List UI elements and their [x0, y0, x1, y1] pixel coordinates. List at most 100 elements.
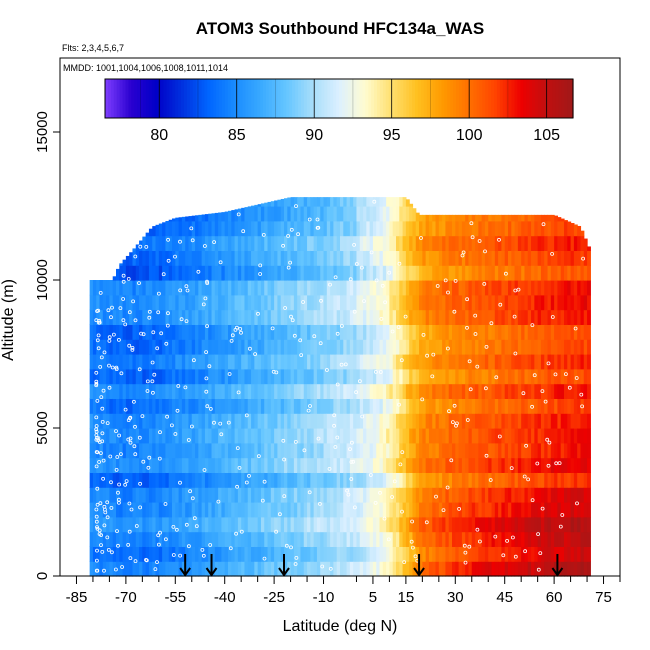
field-cell	[468, 442, 473, 459]
field-cell	[363, 502, 367, 518]
field-cell	[330, 294, 335, 311]
field-cell	[336, 383, 341, 399]
field-cell	[570, 294, 575, 311]
field-cell	[389, 561, 394, 577]
field-cell	[274, 472, 279, 488]
field-cell	[583, 294, 588, 311]
field-cell	[465, 324, 470, 340]
colorbar-segment	[359, 79, 363, 118]
field-cell	[363, 339, 367, 355]
field-cell	[445, 214, 450, 222]
field-cell	[106, 561, 111, 577]
field-cell	[218, 413, 223, 429]
field-cell	[89, 413, 94, 429]
field-cell	[303, 368, 308, 385]
field-cell	[129, 324, 134, 340]
field-cell	[287, 442, 292, 459]
field-cell	[488, 531, 493, 547]
field-cell	[247, 442, 252, 459]
field-cell	[129, 531, 134, 547]
field-cell	[550, 457, 555, 473]
field-cell	[195, 294, 199, 311]
field-cell	[475, 265, 479, 281]
field-cell	[195, 472, 199, 488]
field-cell	[478, 487, 483, 503]
field-cell	[389, 428, 394, 444]
sample-point	[296, 232, 301, 237]
field-cell	[570, 472, 575, 488]
colorbar-segment	[113, 79, 118, 118]
y-tick-label: 10000	[34, 259, 51, 301]
field-cell	[247, 561, 252, 577]
field-cell	[452, 309, 456, 325]
field-cell	[570, 368, 575, 385]
field-cell	[517, 294, 522, 311]
colorbar-segment	[511, 79, 516, 118]
field-cell	[251, 561, 255, 577]
field-cell	[162, 457, 167, 473]
field-cell	[316, 280, 321, 296]
colorbar-segment	[222, 79, 226, 118]
field-cell	[96, 442, 101, 459]
field-cell	[92, 294, 97, 311]
field-cell	[521, 457, 526, 473]
field-cell	[195, 413, 199, 429]
field-cell	[402, 546, 407, 562]
field-cell	[224, 309, 229, 325]
field-cell	[320, 487, 325, 503]
field-cell	[508, 472, 512, 488]
field-cell	[359, 398, 364, 414]
sample-point	[100, 419, 105, 424]
field-cell	[415, 413, 420, 429]
field-cell	[494, 531, 499, 547]
sample-point	[290, 318, 295, 323]
field-cell	[270, 442, 275, 459]
sample-point	[234, 531, 239, 536]
field-cell	[254, 206, 259, 222]
field-cell	[316, 309, 321, 325]
field-cell	[336, 546, 341, 562]
sample-point	[522, 474, 527, 479]
field-cell	[346, 531, 351, 547]
field-cell	[181, 309, 186, 325]
field-cell	[570, 457, 575, 473]
field-cell	[405, 516, 410, 533]
field-cell	[290, 280, 295, 296]
sample-point	[288, 260, 293, 265]
field-cell	[412, 531, 417, 547]
field-cell	[498, 309, 503, 325]
field-cell	[89, 531, 94, 547]
field-cell	[316, 487, 321, 503]
field-cell	[96, 546, 101, 562]
field-cell	[241, 457, 246, 473]
field-cell	[537, 413, 542, 429]
field-cell	[336, 197, 341, 207]
field-cell	[392, 516, 397, 533]
field-cell	[125, 531, 130, 547]
field-cell	[379, 235, 384, 251]
field-cell	[448, 383, 453, 399]
field-cell	[237, 531, 242, 547]
field-cell	[412, 413, 417, 429]
sample-point	[516, 287, 521, 292]
sample-point	[103, 510, 108, 515]
sample-point	[94, 429, 99, 434]
field-cell	[425, 531, 430, 547]
field-cell	[567, 428, 572, 444]
colorbar-segment	[148, 79, 153, 118]
field-cell	[537, 516, 542, 533]
field-cell	[501, 368, 506, 385]
field-cell	[89, 457, 94, 473]
field-cell	[168, 398, 173, 414]
field-cell	[158, 223, 163, 237]
sample-point	[94, 424, 99, 428]
field-cell	[554, 250, 559, 266]
field-cell	[481, 294, 486, 311]
field-cell	[201, 214, 206, 222]
field-cell	[277, 546, 282, 562]
field-cell	[264, 294, 269, 311]
field-cell	[129, 383, 134, 399]
field-cell	[251, 368, 255, 385]
field-cell	[168, 531, 173, 547]
field-cell	[122, 561, 127, 577]
